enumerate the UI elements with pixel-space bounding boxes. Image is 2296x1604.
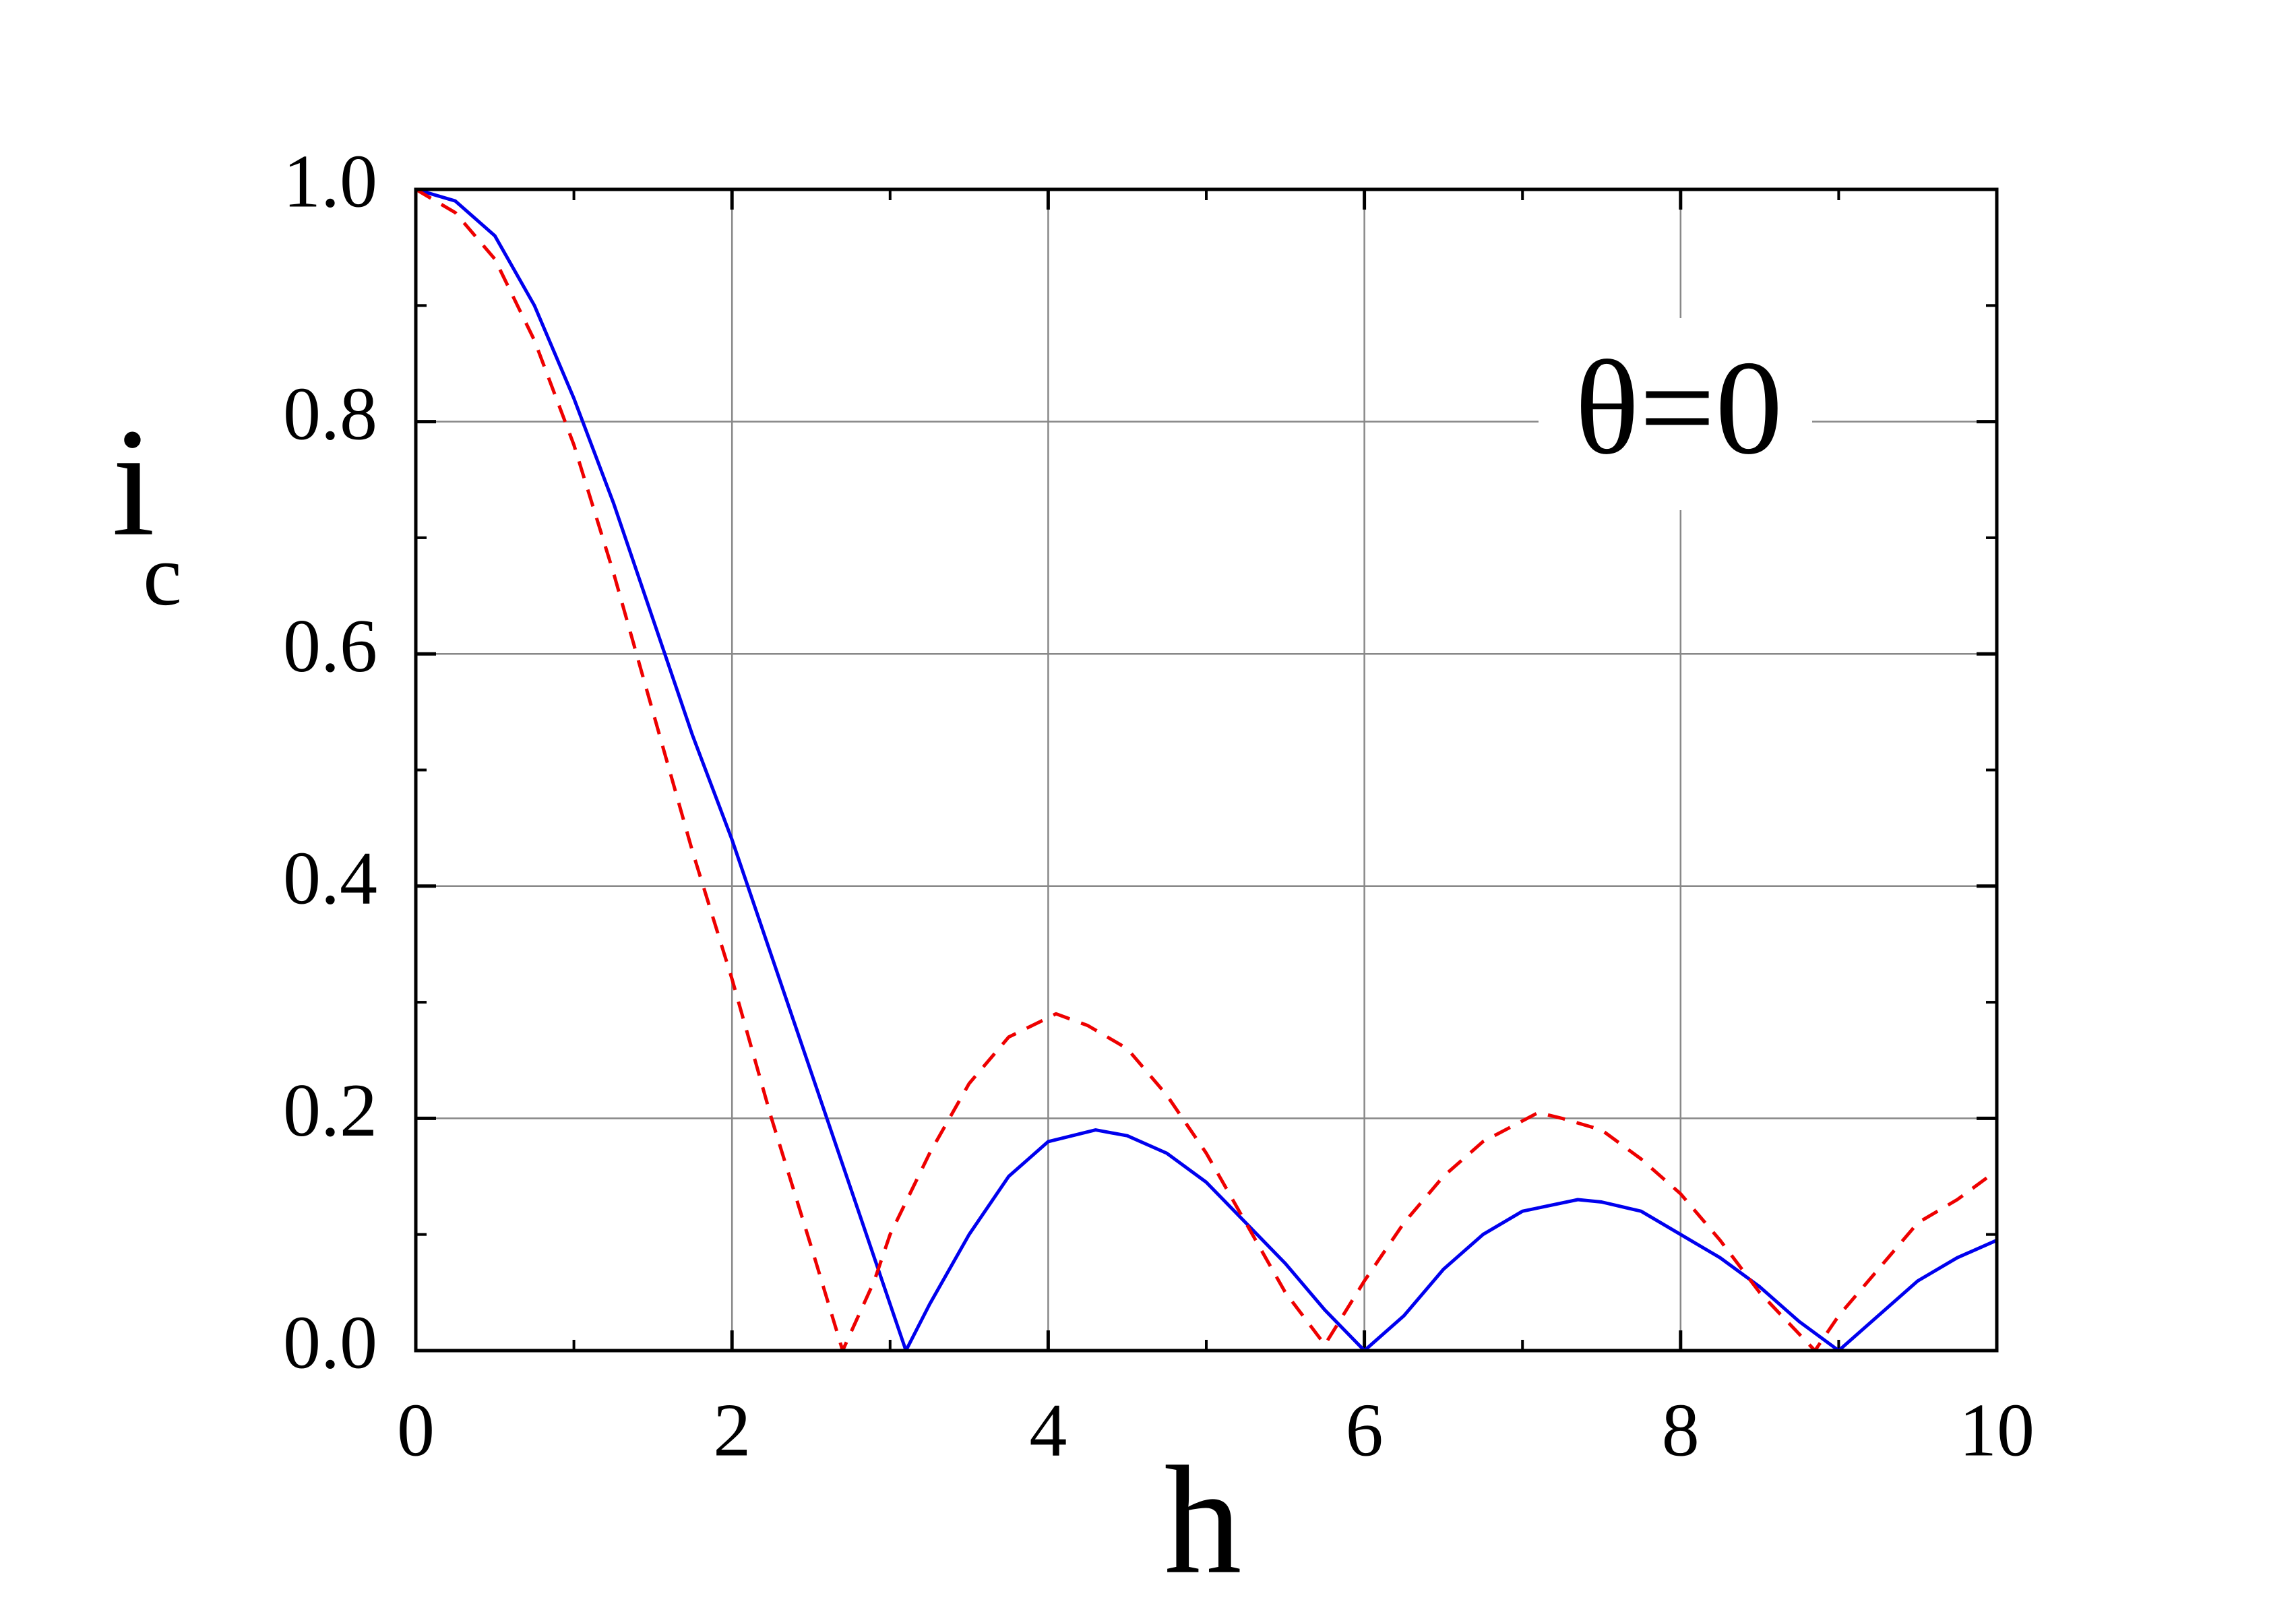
y-tick-label: 1.0: [283, 140, 377, 224]
x-tick-label: 10: [1959, 1389, 2035, 1473]
x-tick-label: 6: [1346, 1389, 1384, 1473]
data-line: [414, 187, 1998, 1353]
annotation: θ=0: [1575, 334, 1783, 483]
y-axis-label-sub: c: [143, 527, 182, 624]
y-axis-label: i: [112, 396, 155, 568]
plot-frame: [414, 187, 1999, 1353]
annotation-background: [1539, 318, 1812, 510]
y-tick-label: 0.2: [283, 1069, 377, 1152]
data-line: [415, 187, 1998, 1353]
x-axis-label: h: [1165, 1434, 1242, 1604]
y-tick-label: 0.4: [283, 837, 377, 921]
y-tick-label: 0.6: [283, 605, 377, 688]
x-tick-label: 0: [397, 1389, 435, 1473]
x-tick-label: 2: [713, 1389, 751, 1473]
y-tick-label: 0.0: [283, 1301, 377, 1385]
y-tick-label: 0.8: [283, 372, 377, 456]
x-tick-label: 8: [1662, 1389, 1700, 1473]
x-tick-label: 4: [1029, 1389, 1067, 1473]
